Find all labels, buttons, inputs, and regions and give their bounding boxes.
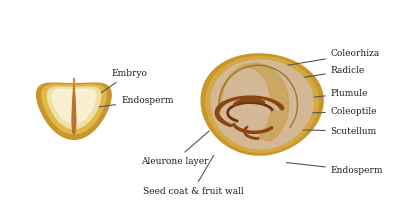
Polygon shape [72, 84, 76, 134]
Polygon shape [211, 60, 313, 149]
Text: Aleurone layer: Aleurone layer [140, 131, 209, 166]
Polygon shape [53, 89, 96, 124]
Text: Embryo: Embryo [77, 69, 147, 109]
Polygon shape [42, 85, 106, 134]
Text: Endosperm: Endosperm [96, 96, 174, 107]
Text: Radicle: Radicle [257, 66, 365, 84]
Text: Endosperm: Endosperm [287, 163, 383, 175]
Text: Coleoptile: Coleoptile [277, 107, 377, 116]
Polygon shape [220, 63, 289, 141]
Polygon shape [206, 57, 318, 152]
Polygon shape [201, 54, 323, 155]
Polygon shape [47, 87, 101, 129]
Text: Scutellum: Scutellum [283, 127, 377, 136]
Text: Plumule: Plumule [261, 89, 368, 103]
Polygon shape [37, 83, 111, 139]
Text: Coleorhiza: Coleorhiza [253, 50, 380, 71]
Text: Seed coat & fruit wall: Seed coat & fruit wall [142, 155, 243, 196]
